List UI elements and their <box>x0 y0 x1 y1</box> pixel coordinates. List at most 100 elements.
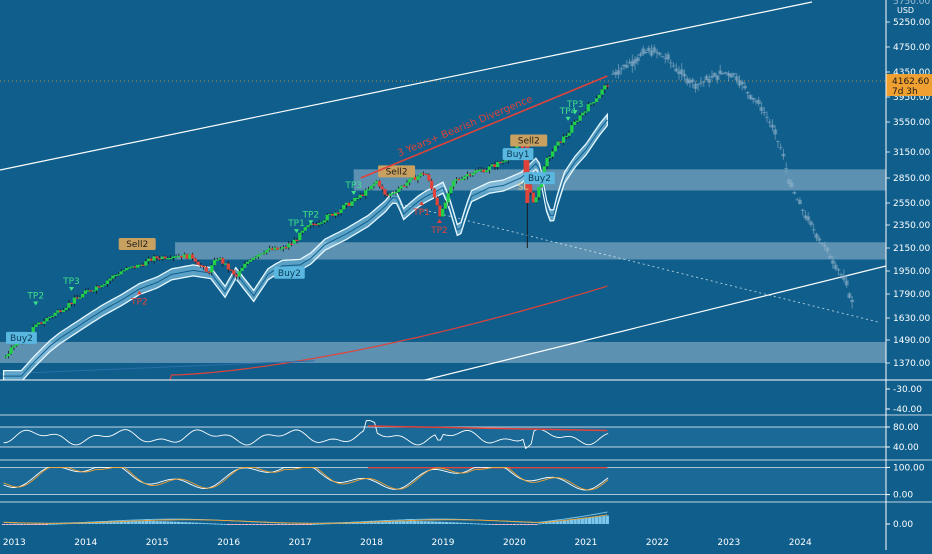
rsi-tick-label: 80.00 <box>893 423 919 433</box>
macd-histogram-bar <box>570 519 574 524</box>
candle <box>92 290 96 292</box>
macd-histogram-bar <box>512 524 517 525</box>
candle <box>130 266 134 268</box>
projection-candle <box>731 73 736 75</box>
candle <box>320 222 324 224</box>
macd-histogram-bar <box>123 521 127 524</box>
tp-label: TP3 <box>566 100 584 110</box>
macd-histogram-bar <box>398 520 402 524</box>
candle <box>482 169 486 173</box>
candle <box>465 174 470 177</box>
macd-histogram-bar <box>223 523 227 525</box>
price-tick-label: 5250.00 <box>893 18 930 28</box>
projection-candle <box>663 57 668 59</box>
macd-histogram-bar <box>305 524 309 525</box>
macd-histogram-bar <box>419 521 424 524</box>
candle <box>438 205 442 217</box>
macd-histogram-bar <box>391 520 395 524</box>
candle <box>37 322 41 325</box>
candle <box>594 98 599 102</box>
candle <box>4 356 8 358</box>
candle <box>9 347 13 354</box>
macd-histogram-bar <box>116 521 120 524</box>
candle <box>570 125 574 133</box>
candle <box>138 264 142 266</box>
projection-candle <box>718 70 723 75</box>
candle <box>600 89 604 95</box>
candle <box>333 212 338 216</box>
candle <box>380 186 384 190</box>
candle <box>284 247 288 249</box>
candle <box>6 353 11 357</box>
candle <box>364 190 368 196</box>
price-tick-label: 2350.00 <box>893 221 930 231</box>
projection-candle <box>756 100 761 104</box>
macd-histogram-bar <box>580 518 584 524</box>
macd-histogram-bar <box>309 524 313 525</box>
macd-histogram-bar <box>384 521 388 524</box>
buy-label: Buy2 <box>10 334 33 344</box>
macd-histogram-bar <box>144 520 149 524</box>
macd-histogram-bar <box>30 524 34 525</box>
candle <box>100 285 104 288</box>
candle <box>72 297 77 304</box>
candle <box>94 286 99 291</box>
candle <box>449 186 453 194</box>
macd-histogram-bar <box>480 523 484 525</box>
macd-histogram-bar <box>55 523 59 525</box>
macd-histogram-bar <box>298 524 302 525</box>
buy-label-box <box>273 266 305 279</box>
macd-histogram-bar <box>191 522 195 524</box>
buy-label-box <box>6 331 37 344</box>
macd-histogram-bar <box>216 523 220 525</box>
candle <box>397 188 401 192</box>
macd-histogram-bar <box>159 521 163 524</box>
macd-histogram-bar <box>316 523 320 525</box>
projection-candle <box>693 83 698 89</box>
candle <box>34 324 38 328</box>
candle <box>561 136 566 143</box>
candle <box>419 173 423 177</box>
sell-label: Sell2 <box>386 167 408 177</box>
candle <box>67 302 71 308</box>
tp-label: TP2 <box>130 298 148 308</box>
projection-candle <box>748 94 753 100</box>
macd-histogram-bar <box>1 524 6 525</box>
price-tick-label: 3950.00 <box>893 93 930 103</box>
projection-candle <box>677 71 682 74</box>
macd-histogram-bar <box>591 517 595 524</box>
candle <box>427 174 431 181</box>
candle <box>537 187 541 198</box>
candle <box>31 327 35 333</box>
projection-candle <box>674 68 679 72</box>
projection-candle <box>715 75 720 80</box>
ma-ribbon-mid <box>3 119 608 377</box>
macd-histogram-bar <box>277 524 281 525</box>
projection-candle <box>797 199 802 205</box>
candle <box>408 178 412 183</box>
projection-candle <box>803 215 808 219</box>
year-label: 2018 <box>360 538 383 548</box>
macd-histogram-bar <box>509 524 513 525</box>
macd-histogram-bar <box>448 522 452 524</box>
macd-histogram-bar <box>527 524 531 525</box>
candle <box>361 194 365 196</box>
candle <box>605 85 610 87</box>
candle <box>531 192 535 203</box>
candle <box>127 267 131 269</box>
buy-label: Buy2 <box>528 174 551 184</box>
candle <box>501 161 505 163</box>
candle <box>273 247 277 250</box>
macd-histogram-bar <box>605 515 609 524</box>
projection-candle <box>759 107 764 111</box>
candle <box>572 121 577 126</box>
macd-histogram-bar <box>244 524 249 525</box>
candle <box>292 239 296 244</box>
macd-histogram-bar <box>534 524 538 525</box>
candle <box>281 247 285 249</box>
price-tick-label: 1790.00 <box>893 290 930 300</box>
candle <box>141 264 145 266</box>
candle <box>174 256 178 258</box>
candle <box>383 189 387 195</box>
